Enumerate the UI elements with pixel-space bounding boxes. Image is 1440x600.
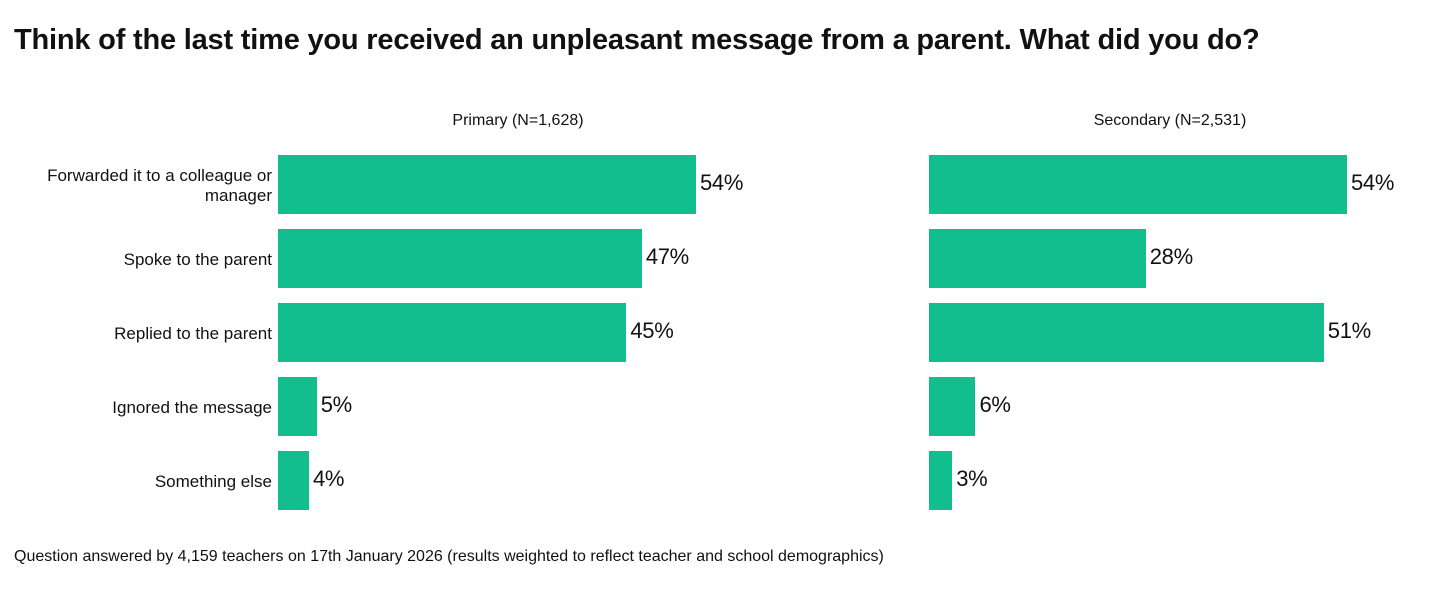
- category-label: Replied to the parent: [114, 323, 272, 343]
- bar: [278, 229, 642, 288]
- category-label: Forwarded it to a colleague or manager: [47, 165, 272, 205]
- data-label: 4%: [312, 465, 345, 491]
- panel-title: Primary (N=1,628): [452, 112, 584, 129]
- chart-footnote: Question answered by 4,159 teachers on 1…: [14, 548, 884, 565]
- bar: [278, 451, 309, 510]
- data-label: 3%: [956, 465, 988, 491]
- category-label: Spoke to the parent: [123, 249, 272, 269]
- bar: [929, 377, 976, 436]
- data-label: 5%: [320, 391, 353, 417]
- data-label: 54%: [1351, 169, 1395, 195]
- category-label: Something else: [154, 471, 272, 491]
- panel-title: Secondary (N=2,531): [1093, 112, 1247, 129]
- data-label: 47%: [645, 243, 689, 269]
- bar: [929, 155, 1347, 214]
- bar: [929, 451, 953, 510]
- category-label: Ignored the message: [112, 397, 272, 417]
- bar: [278, 377, 317, 436]
- data-label: 28%: [1149, 243, 1193, 269]
- data-label: 45%: [630, 317, 674, 343]
- data-label: 51%: [1327, 317, 1371, 343]
- data-label: 54%: [700, 169, 744, 195]
- bar: [929, 303, 1324, 362]
- data-label: 6%: [979, 391, 1011, 417]
- bar: [278, 303, 627, 362]
- bar: [278, 155, 696, 214]
- bar: [929, 229, 1146, 288]
- chart-title: Think of the last time you received an u…: [14, 24, 1260, 56]
